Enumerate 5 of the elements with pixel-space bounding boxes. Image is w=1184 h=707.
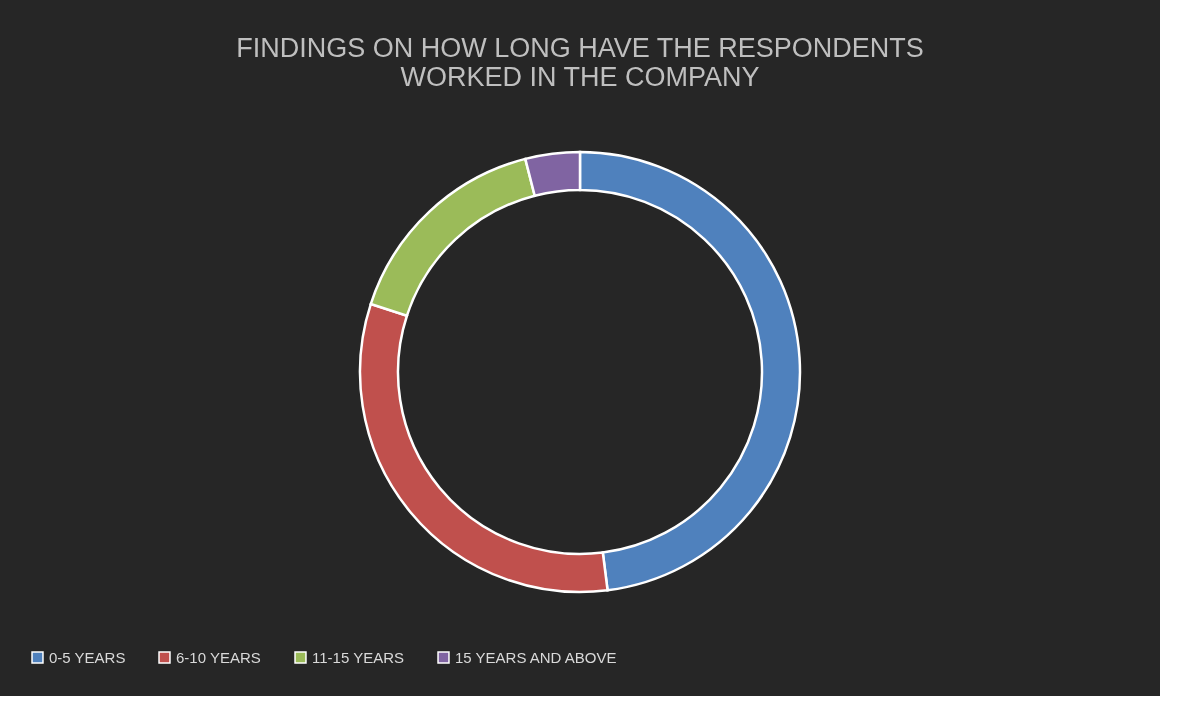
chart-title: FINDINGS ON HOW LONG HAVE THE RESPONDENTS WORKED IN THE COMPANY: [236, 33, 924, 92]
legend-label: 6-10 YEARS: [176, 648, 261, 666]
legend-label: 0-5 YEARS: [49, 648, 126, 666]
legend-label: 11-15 YEARS: [312, 648, 404, 666]
legend-label: 15 YEARS AND ABOVE: [455, 648, 617, 666]
